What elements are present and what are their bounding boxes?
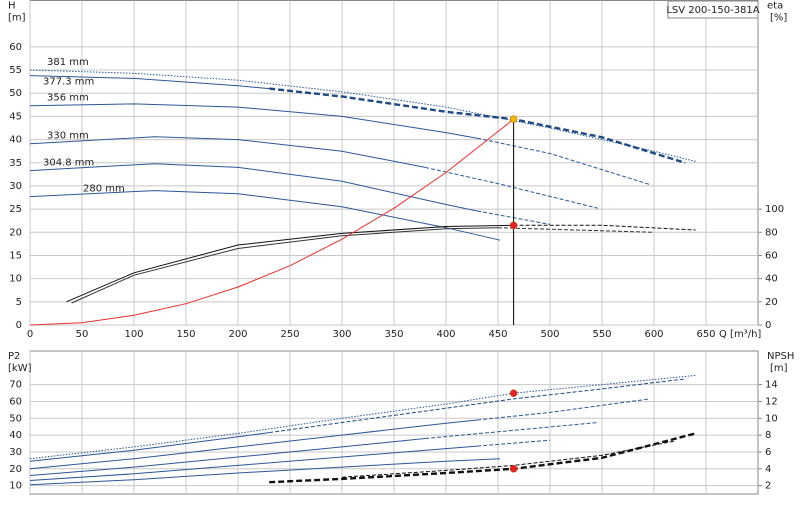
- curve-label: 280 mm: [83, 184, 125, 195]
- x-tick-label: 0: [27, 329, 33, 340]
- curve: [29, 190, 501, 241]
- y2-tick-label: 6: [765, 447, 771, 458]
- y-tick-label: 60: [9, 396, 22, 407]
- y-tick-label: 50: [9, 88, 22, 99]
- curve: [29, 136, 426, 168]
- y-tick-label: 70: [9, 380, 22, 391]
- y-tick-label: 30: [9, 181, 22, 192]
- y-tick-label: 20: [9, 464, 22, 475]
- y2-axis-title: NPSH: [767, 351, 794, 362]
- x-tick-label: 250: [280, 329, 299, 340]
- x-tick-label: 350: [384, 329, 403, 340]
- curve: [29, 75, 270, 90]
- y-tick-label: 40: [9, 430, 22, 441]
- curve: [513, 224, 696, 231]
- curve: [477, 398, 650, 421]
- y2-axis-title: eta: [767, 1, 783, 12]
- y-tick-label: 0: [16, 320, 22, 331]
- y2-tick-label: 0: [765, 320, 771, 331]
- y-tick-label: 35: [9, 158, 22, 169]
- x-tick-label: 150: [176, 329, 195, 340]
- y-tick-label: 20: [9, 227, 22, 238]
- curve: [29, 458, 501, 486]
- curve: [425, 166, 598, 209]
- curve: [71, 227, 499, 304]
- curve: [269, 87, 686, 164]
- y2-tick-label: 8: [765, 430, 771, 441]
- y-axis-unit: [m]: [8, 13, 26, 24]
- y-tick-label: 30: [9, 447, 22, 458]
- x-axis-title: Q [m³/h]: [719, 329, 761, 340]
- duty-point: [509, 389, 518, 397]
- y-tick-label: 5: [16, 297, 22, 308]
- y2-tick-label: 20: [765, 297, 778, 308]
- y2-tick-label: 100: [765, 204, 784, 215]
- curve: [29, 374, 696, 460]
- title-box: [667, 0, 759, 19]
- x-tick-label: 400: [436, 329, 455, 340]
- y2-tick-label: 4: [765, 464, 771, 475]
- curve: [66, 224, 514, 303]
- y-tick-label: 10: [9, 481, 22, 492]
- curve: [29, 445, 478, 481]
- x-tick-label: 300: [332, 329, 351, 340]
- x-tick-label: 200: [228, 329, 247, 340]
- y-axis-title: H: [8, 1, 16, 12]
- curve-label: 377.3 mm: [43, 77, 94, 88]
- x-tick-label: 650: [696, 329, 715, 340]
- curve: [29, 103, 478, 139]
- curve: [477, 137, 650, 185]
- x-tick-label: 600: [644, 329, 663, 340]
- y2-tick-label: 14: [765, 380, 778, 391]
- duty-point: [509, 465, 518, 473]
- y-tick-label: 25: [9, 204, 22, 215]
- curve: [29, 432, 270, 462]
- y-tick-label: 45: [9, 111, 22, 122]
- curve-label: 304.8 mm: [43, 158, 94, 169]
- curve: [29, 419, 478, 470]
- y-tick-label: 40: [9, 135, 22, 146]
- curve: [341, 440, 675, 478]
- curve-label: 330 mm: [47, 131, 89, 142]
- curve: [425, 422, 598, 439]
- curve: [269, 378, 687, 434]
- curve: [497, 227, 655, 233]
- y2-tick-label: 80: [765, 227, 778, 238]
- y2-tick-label: 12: [765, 396, 778, 407]
- y-axis-unit: [kW]: [8, 363, 32, 374]
- curve: [477, 439, 551, 447]
- y2-tick-label: 40: [765, 274, 778, 285]
- y-tick-label: 10: [9, 274, 22, 285]
- x-tick-label: 450: [488, 329, 507, 340]
- x-tick-label: 500: [540, 329, 559, 340]
- y-tick-label: 60: [9, 42, 22, 53]
- curve: [29, 163, 478, 212]
- x-tick-label: 100: [124, 329, 143, 340]
- y2-tick-label: 10: [765, 413, 778, 424]
- curve-label: 356 mm: [47, 93, 89, 104]
- y2-tick-label: 2: [765, 481, 771, 492]
- x-tick-label: 50: [76, 329, 89, 340]
- duty-point: [509, 221, 518, 230]
- x-tick-label: 550: [592, 329, 611, 340]
- chart-title: LSV 200-150-381A: [666, 5, 759, 16]
- curve: [29, 438, 426, 476]
- y-tick-label: 55: [9, 65, 22, 76]
- y2-axis-unit: [m]: [770, 363, 788, 374]
- curve-label: 381 mm: [47, 57, 89, 68]
- curve: [29, 118, 514, 326]
- y-axis-title: P2: [8, 351, 20, 362]
- y2-tick-label: 60: [765, 250, 778, 261]
- duty-point: [509, 115, 518, 123]
- y-tick-label: 50: [9, 413, 22, 424]
- y-tick-label: 15: [9, 250, 22, 261]
- y2-axis-unit: [%]: [770, 13, 787, 24]
- curve: [269, 432, 696, 484]
